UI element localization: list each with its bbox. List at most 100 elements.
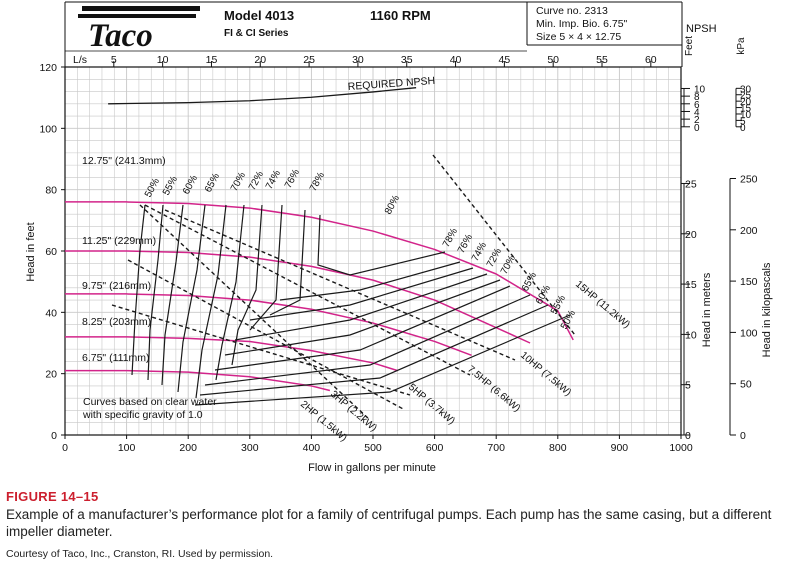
efficiency-label: 74% (264, 168, 283, 191)
meters-axis-label: Head in meters (701, 272, 713, 347)
y-axis-label: Head in feet (25, 222, 37, 281)
npsh-kpa-tick-label: 10 (740, 110, 752, 121)
meters-tick-label: 0 (685, 430, 691, 442)
top-tick-label: 20 (254, 54, 266, 66)
power-label: 15HP (11.2kW) (573, 279, 632, 331)
note-line-2: with specific gravity of 1.0 (82, 409, 203, 421)
meters-tick-label: 15 (685, 279, 697, 291)
top-tick-label: 50 (547, 54, 559, 66)
y-tick-label: 120 (39, 62, 57, 74)
figure-credit: Courtesy of Taco, Inc., Cranston, RI. Us… (6, 548, 274, 560)
power-label: 5HP (3.7kW) (406, 382, 457, 427)
y-tick-label: 100 (39, 123, 57, 135)
top-tick-label: 60 (645, 54, 657, 66)
efficiency-line (195, 204, 227, 399)
impeller-label: 11.25" (229mm) (82, 235, 156, 247)
npsh-feet-tick-label: 0 (694, 123, 700, 134)
efficiency-line (204, 294, 531, 386)
right-axes: 0246810051015202530051015202505010015020… (681, 84, 758, 442)
x-axis-label: Flow in gallons per minute (308, 462, 436, 474)
npsh-kpa-label: kPa (736, 37, 747, 55)
kpa-axis-label: Head in kilopascals (761, 262, 773, 357)
y-tick-label: 20 (45, 369, 57, 381)
efficiency-line (279, 261, 461, 301)
power-line (432, 154, 576, 336)
efficiency-line (161, 204, 184, 386)
rpm-label: 1160 RPM (370, 8, 431, 23)
logo-bar (82, 6, 200, 11)
impeller-label: 8.25" (203mm) (82, 316, 151, 328)
kpa-tick-label: 100 (740, 327, 758, 339)
x-tick-label: 800 (549, 442, 567, 454)
efficiency-line (317, 214, 446, 276)
x-tick-label: 0 (62, 442, 68, 454)
figure-text: Example of a manufacturer’s performance … (6, 507, 772, 539)
x-tick-label: 100 (118, 442, 136, 454)
impeller-label: 12.75" (241.3mm) (82, 155, 166, 167)
series-title: FI & CI Series (224, 28, 289, 39)
kpa-tick-label: 150 (740, 276, 758, 288)
npsh-feet-tick-label: 4 (694, 107, 700, 118)
kpa-tick-label: 0 (740, 430, 746, 442)
logo-bar (78, 14, 196, 18)
logo-text: Taco (88, 18, 153, 54)
x-tick-label: 300 (241, 442, 259, 454)
npsh-feet-tick-label: 10 (694, 84, 706, 95)
figure-label: FIGURE 14–15 (6, 489, 99, 504)
kpa-tick-label: 50 (740, 379, 752, 391)
efficiency-label: 60% (181, 173, 200, 196)
x-tick-label: 600 (426, 442, 444, 454)
kpa-tick-label: 200 (740, 225, 758, 237)
npsh-feet-tick-label: 6 (694, 100, 700, 111)
npsh-kpa-tick-label: 30 (740, 84, 752, 95)
efficiency-label: 50% (143, 176, 162, 199)
efficiency-line (231, 204, 263, 366)
kpa-tick-label: 250 (740, 174, 758, 186)
taco-logo: Taco (78, 6, 200, 54)
power-line (144, 204, 471, 376)
pump-performance-chart: Taco Model 4013 FI & CI Series 1160 RPM … (25, 1, 773, 474)
power-line (139, 204, 371, 421)
curves (65, 87, 576, 421)
top-tick-label: 55 (596, 54, 608, 66)
npsh-kpa-tick-label: 5 (740, 116, 746, 127)
x-tick-label: 200 (179, 442, 197, 454)
efficiency-line (131, 204, 146, 376)
top-tick-label: 5 (111, 54, 117, 66)
meters-tick-label: 25 (685, 178, 697, 190)
top-tick-label: 40 (450, 54, 462, 66)
note-line-1: Curves based on clear water (83, 396, 217, 408)
figure-caption: FIGURE 14–15 Example of a manufacturer’s… (6, 489, 796, 560)
power-line (127, 259, 406, 411)
y-tick-label: 80 (45, 185, 57, 197)
npsh-feet-tick-label: 8 (694, 92, 700, 103)
top-tick-label: 15 (206, 54, 218, 66)
model-title: Model 4013 (224, 8, 294, 23)
axes: 0 100 200 300 400 500 600 700 800 900 100002040608… (39, 1, 693, 454)
y-tick-label: 40 (45, 307, 57, 319)
x-tick-label: 1000 (669, 442, 693, 454)
impeller-label: 6.75" (111mm) (82, 352, 150, 364)
y-tick-label: 0 (51, 430, 57, 442)
power-label: 7.5HP (6.6kW) (465, 364, 522, 414)
efficiency-line (224, 279, 501, 356)
npsh-kpa-tick-label: 0 (740, 123, 746, 134)
efficiency-line (269, 209, 306, 316)
efficiency-line (215, 204, 245, 381)
min-impeller: Min. Imp. Bio. 6.75" (536, 18, 628, 30)
npsh-required-curve (108, 87, 417, 105)
grid (65, 67, 681, 435)
top-tick-label: 35 (401, 54, 413, 66)
top-tick-label: 10 (157, 54, 169, 66)
efficiency-label: 60% (534, 283, 553, 306)
efficiency-line (194, 314, 571, 406)
impeller-curve (65, 369, 331, 392)
efficiency-line (177, 204, 206, 393)
meters-tick-label: 10 (685, 329, 697, 341)
top-tick-label: 30 (352, 54, 364, 66)
impeller-curve (65, 336, 398, 372)
npsh-kpa-tick-label: 20 (740, 97, 752, 108)
y-tick-label: 60 (45, 246, 57, 258)
efficiency-line (234, 273, 488, 341)
power-line (111, 304, 411, 396)
